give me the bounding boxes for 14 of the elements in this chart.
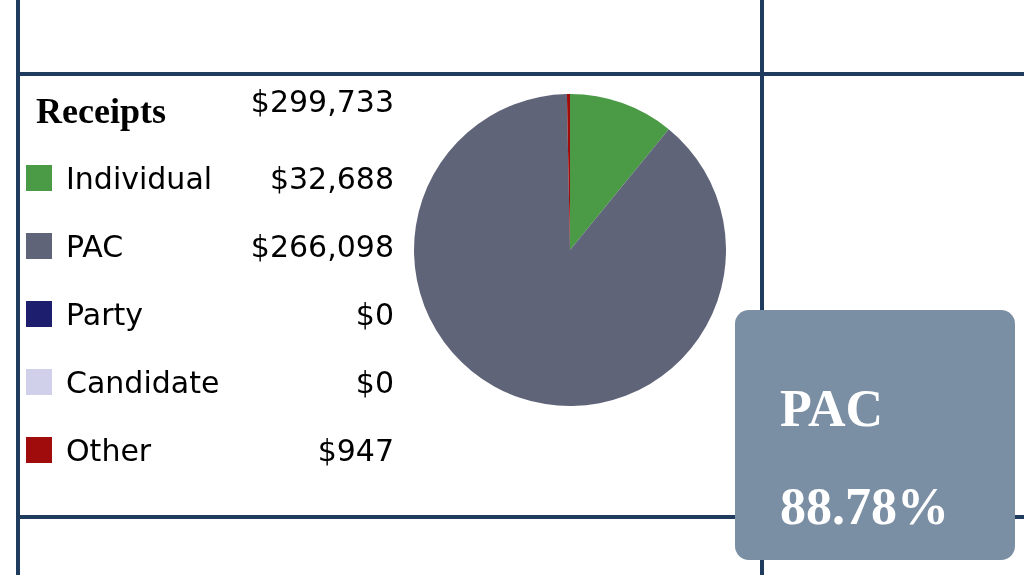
text: 88.78% — [780, 477, 950, 537]
text: PAC — [780, 379, 884, 439]
legend-label: Candidate — [66, 364, 220, 400]
text: $0 — [355, 364, 394, 400]
text: $0 — [355, 296, 394, 332]
legend-label: Other — [66, 432, 152, 468]
legend-label: PAC — [66, 228, 124, 264]
data-label: $32,688 — [269, 160, 394, 196]
data-label: $266,098 — [250, 228, 394, 264]
data-label: $947 — [317, 432, 394, 468]
chart-subtitle: $299,733 — [250, 84, 394, 119]
chart-title: Receipts — [36, 90, 166, 132]
legend-label: Party — [66, 296, 143, 332]
legend-label: Individual — [66, 160, 213, 196]
